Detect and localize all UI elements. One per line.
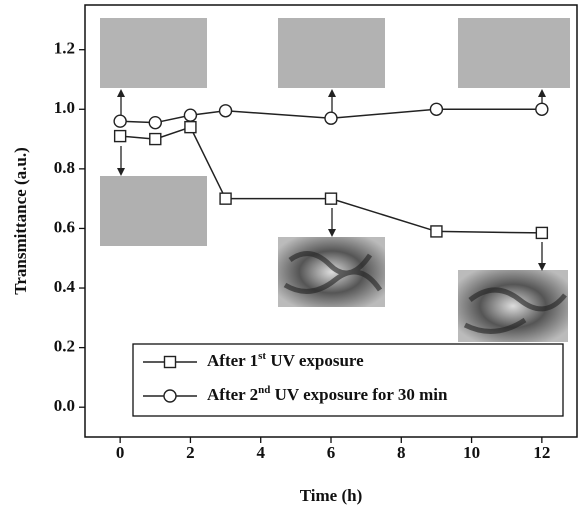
y-tick-label: 0.0 bbox=[54, 396, 75, 415]
y-tick-label: 1.2 bbox=[54, 39, 75, 58]
y-tick-label: 0.8 bbox=[54, 158, 75, 177]
data-point bbox=[535, 102, 549, 116]
micrograph bbox=[278, 237, 385, 307]
x-tick-label: 8 bbox=[397, 443, 406, 462]
x-tick-label: 4 bbox=[256, 443, 265, 462]
legend bbox=[132, 343, 564, 417]
legend-label: After 2nd UV exposure for 30 min bbox=[207, 384, 448, 404]
data-point bbox=[535, 226, 549, 240]
micrograph bbox=[100, 18, 207, 88]
legend-marker bbox=[163, 355, 177, 369]
data-point bbox=[219, 192, 232, 205]
legend-marker bbox=[163, 389, 177, 403]
data-point bbox=[183, 108, 198, 122]
micrographs bbox=[100, 18, 570, 342]
data-point bbox=[113, 129, 127, 143]
micrograph bbox=[278, 18, 385, 88]
micrograph bbox=[458, 18, 570, 88]
x-axis-label: Time (h) bbox=[300, 486, 363, 505]
y-tick-label: 0.4 bbox=[54, 277, 76, 296]
data-point bbox=[218, 104, 233, 118]
x-tick-label: 2 bbox=[186, 443, 195, 462]
micrograph bbox=[100, 176, 207, 246]
y-tick-label: 1.0 bbox=[54, 98, 75, 117]
data-point bbox=[324, 192, 338, 205]
x-tick-label: 10 bbox=[463, 443, 480, 462]
y-tick-label: 0.6 bbox=[54, 217, 75, 236]
data-point bbox=[324, 111, 338, 125]
legend-label: After 1st UV exposure bbox=[207, 350, 364, 370]
data-point bbox=[430, 225, 443, 238]
data-point bbox=[429, 102, 444, 116]
data-point bbox=[184, 120, 197, 134]
data-point bbox=[148, 115, 162, 130]
data-point bbox=[149, 132, 162, 146]
x-tick-label: 12 bbox=[533, 443, 550, 462]
y-tick-label: 0.2 bbox=[54, 337, 75, 356]
y-axis-label: Transmittance (a.u.) bbox=[11, 147, 30, 294]
x-tick-label: 0 bbox=[116, 443, 125, 462]
data-point bbox=[113, 114, 127, 128]
x-tick-label: 6 bbox=[327, 443, 336, 462]
